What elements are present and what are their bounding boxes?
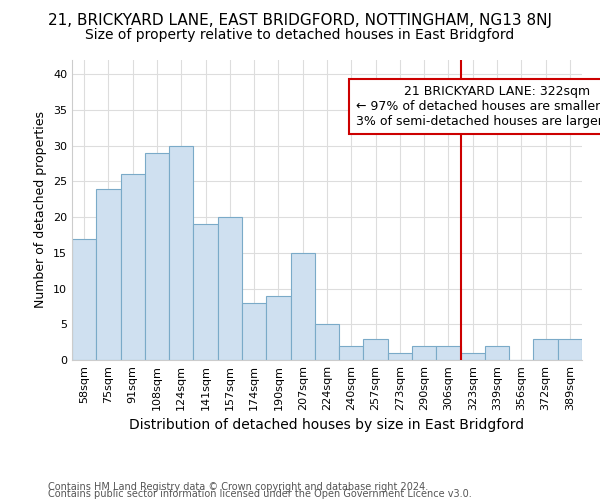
Bar (169, 146, 193, 360)
Bar (461, 353, 485, 360)
Bar (121, 174, 145, 360)
Bar (436, 346, 461, 360)
Text: Contains public sector information licensed under the Open Government Licence v3: Contains public sector information licen… (48, 489, 472, 499)
Text: 21 BRICKYARD LANE: 322sqm
← 97% of detached houses are smaller (209)
3% of semi-: 21 BRICKYARD LANE: 322sqm ← 97% of detac… (355, 85, 600, 128)
Bar (218, 217, 242, 360)
Bar (485, 346, 509, 360)
Bar (266, 296, 290, 360)
Bar (412, 346, 436, 360)
Bar (388, 353, 412, 360)
Text: 21, BRICKYARD LANE, EAST BRIDGFORD, NOTTINGHAM, NG13 8NJ: 21, BRICKYARD LANE, EAST BRIDGFORD, NOTT… (48, 12, 552, 28)
Bar (290, 253, 315, 360)
Bar (339, 346, 364, 360)
Bar (96, 188, 121, 360)
Bar (193, 224, 218, 360)
Text: Contains HM Land Registry data © Crown copyright and database right 2024.: Contains HM Land Registry data © Crown c… (48, 482, 428, 492)
Bar (242, 303, 266, 360)
Bar (364, 338, 388, 360)
Bar (72, 238, 96, 360)
Bar (533, 338, 558, 360)
X-axis label: Distribution of detached houses by size in East Bridgford: Distribution of detached houses by size … (130, 418, 524, 432)
Text: Size of property relative to detached houses in East Bridgford: Size of property relative to detached ho… (85, 28, 515, 42)
Bar (558, 338, 582, 360)
Y-axis label: Number of detached properties: Number of detached properties (34, 112, 47, 308)
Bar (315, 324, 339, 360)
Bar (145, 153, 169, 360)
